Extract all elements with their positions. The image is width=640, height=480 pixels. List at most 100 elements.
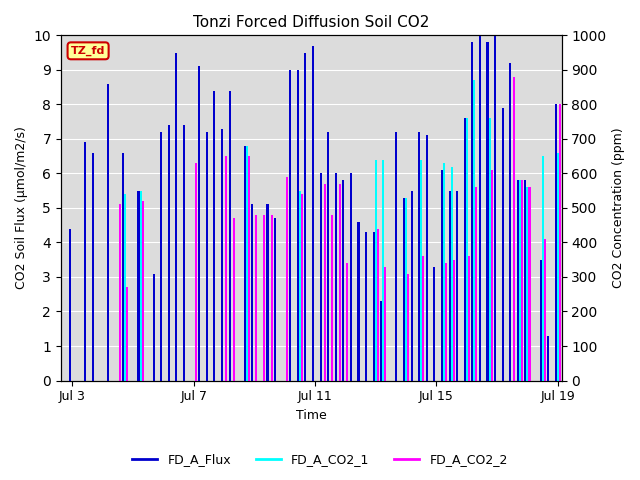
Bar	[339, 184, 341, 381]
Bar	[540, 260, 541, 381]
Bar	[543, 239, 546, 381]
Bar	[346, 263, 348, 381]
Bar	[474, 80, 476, 381]
Bar	[138, 191, 140, 381]
Legend: FD_A_Flux, FD_A_CO2_1, FD_A_CO2_2: FD_A_Flux, FD_A_CO2_1, FD_A_CO2_2	[127, 448, 513, 471]
Bar	[297, 70, 299, 381]
Bar	[305, 53, 307, 381]
Bar	[486, 42, 488, 381]
Bar	[153, 274, 155, 381]
Bar	[456, 191, 458, 381]
Bar	[319, 173, 322, 381]
Bar	[84, 143, 86, 381]
Bar	[519, 180, 521, 381]
Bar	[92, 153, 94, 381]
Bar	[232, 218, 235, 381]
Bar	[555, 104, 557, 381]
Bar	[449, 191, 451, 381]
Bar	[119, 204, 121, 381]
Bar	[559, 104, 561, 381]
Bar	[521, 180, 523, 381]
Bar	[141, 201, 143, 381]
Bar	[479, 36, 481, 381]
Bar	[107, 84, 109, 381]
Bar	[557, 153, 559, 381]
Bar	[445, 263, 447, 381]
Bar	[451, 167, 452, 381]
Bar	[301, 194, 303, 381]
Bar	[426, 135, 428, 381]
Bar	[502, 108, 504, 381]
Bar	[547, 336, 549, 381]
Bar	[252, 204, 253, 381]
Bar	[335, 173, 337, 381]
Bar	[327, 132, 329, 381]
Bar	[358, 222, 360, 381]
Bar	[527, 187, 529, 381]
Bar	[248, 156, 250, 381]
Bar	[377, 228, 379, 381]
Bar	[221, 129, 223, 381]
Bar	[122, 153, 124, 381]
Bar	[127, 288, 129, 381]
Bar	[372, 232, 374, 381]
X-axis label: Time: Time	[296, 409, 326, 422]
Bar	[324, 184, 326, 381]
Bar	[213, 91, 216, 381]
Bar	[524, 180, 527, 381]
Bar	[285, 177, 288, 381]
Bar	[418, 132, 420, 381]
Bar	[365, 232, 367, 381]
Bar	[420, 160, 422, 381]
Bar	[299, 191, 301, 381]
Bar	[198, 66, 200, 381]
Bar	[271, 215, 273, 381]
Bar	[342, 180, 344, 381]
Bar	[255, 215, 257, 381]
Bar	[407, 274, 409, 381]
Bar	[266, 204, 269, 381]
Y-axis label: CO2 Concentration (ppm): CO2 Concentration (ppm)	[612, 128, 625, 288]
Bar	[468, 256, 470, 381]
Bar	[225, 156, 227, 381]
Bar	[403, 198, 405, 381]
Bar	[382, 160, 385, 381]
Bar	[206, 132, 208, 381]
Bar	[246, 146, 248, 381]
Bar	[312, 46, 314, 381]
Bar	[443, 163, 445, 381]
Bar	[529, 187, 531, 381]
Bar	[411, 191, 413, 381]
Bar	[385, 266, 387, 381]
Bar	[509, 63, 511, 381]
Bar	[441, 170, 443, 381]
Bar	[274, 218, 276, 381]
Bar	[244, 146, 246, 381]
Bar	[183, 125, 185, 381]
Bar	[466, 118, 468, 381]
Bar	[350, 173, 352, 381]
Bar	[433, 266, 435, 381]
Bar	[124, 194, 127, 381]
Bar	[332, 215, 333, 381]
Bar	[422, 256, 424, 381]
Bar	[69, 228, 71, 381]
Y-axis label: CO2 Soil Flux (μmol/m2/s): CO2 Soil Flux (μmol/m2/s)	[15, 127, 28, 289]
Bar	[140, 191, 141, 381]
Bar	[513, 77, 515, 381]
Bar	[488, 118, 490, 381]
Bar	[160, 132, 163, 381]
Bar	[405, 198, 407, 381]
Bar	[490, 170, 493, 381]
Bar	[263, 215, 265, 381]
Bar	[175, 53, 177, 381]
Bar	[228, 91, 230, 381]
Bar	[494, 36, 496, 381]
Bar	[396, 132, 397, 381]
Bar	[374, 160, 377, 381]
Title: Tonzi Forced Diffusion Soil CO2: Tonzi Forced Diffusion Soil CO2	[193, 15, 429, 30]
Bar	[195, 163, 196, 381]
Bar	[168, 125, 170, 381]
Bar	[471, 42, 474, 381]
Bar	[476, 187, 477, 381]
